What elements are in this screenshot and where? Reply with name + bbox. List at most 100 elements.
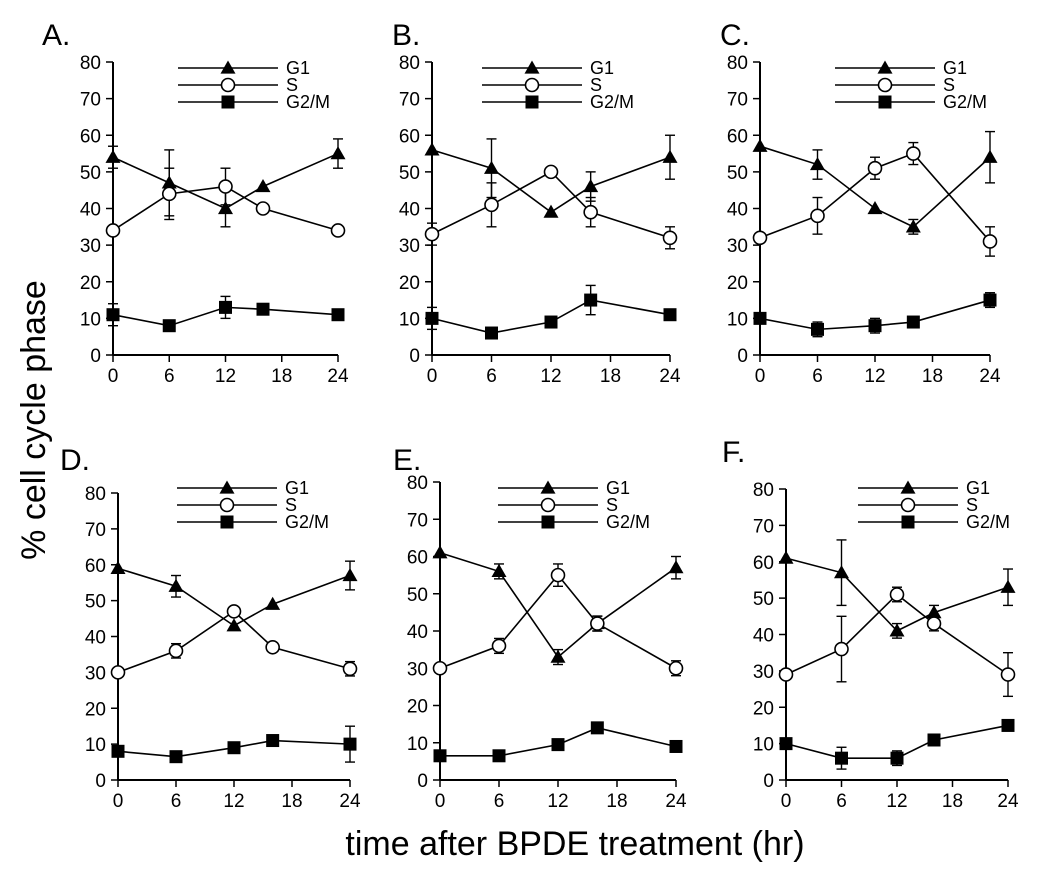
data-point-g2m [425, 311, 439, 325]
legend-marker-g2m [221, 95, 235, 109]
legend-label: S [285, 495, 297, 515]
data-point-g2m [811, 322, 824, 336]
x-tick-label: 0 [435, 791, 446, 812]
data-point-s [105, 223, 121, 238]
x-tick-label: 12 [540, 366, 561, 387]
data-point-s [432, 660, 448, 676]
data-point-g1 [834, 565, 849, 579]
data-point-g1 [342, 568, 358, 582]
data-point-g1 [110, 560, 126, 574]
legend-marker-g2m [878, 95, 892, 109]
y-tick-label: 30 [407, 659, 428, 680]
y-tick-label: 50 [753, 589, 774, 610]
legend-label: G1 [590, 58, 614, 78]
x-tick-label: 0 [755, 366, 766, 387]
data-point-g1 [330, 146, 346, 160]
y-tick-label: 60 [727, 126, 748, 147]
panel-letter: B. [392, 19, 420, 52]
y-tick-label: 40 [85, 628, 106, 649]
data-point-s [662, 230, 678, 246]
panel-letter: A. [42, 19, 70, 52]
data-point-g2m [669, 739, 683, 753]
data-point-g2m [927, 733, 941, 747]
data-point-g2m [162, 319, 176, 333]
data-point-g2m [219, 300, 232, 314]
y-tick-label: 0 [95, 771, 106, 792]
data-point-g2m [485, 326, 498, 340]
legend-label: S [966, 495, 978, 515]
data-point-s [226, 604, 242, 619]
y-tick-label: 60 [753, 553, 774, 574]
panel-letter: E. [393, 444, 421, 477]
x-tick-label: 18 [271, 366, 292, 387]
data-point-g2m [551, 738, 565, 752]
y-tick-label: 20 [85, 699, 106, 720]
x-tick-label: 12 [223, 791, 244, 812]
data-point-g2m [590, 721, 604, 735]
y-tick-label: 60 [85, 556, 106, 577]
y-tick-label: 20 [399, 273, 420, 294]
data-point-g2m [906, 315, 920, 329]
data-point-g2m [256, 302, 270, 316]
y-tick-label: 10 [80, 309, 101, 330]
data-point-g1 [226, 618, 242, 632]
data-point-s [810, 208, 825, 224]
y-tick-label: 60 [80, 126, 101, 147]
y-tick-label: 0 [409, 346, 420, 367]
data-point-s [110, 665, 126, 680]
y-tick-label: 50 [727, 163, 748, 184]
y-tick-label: 70 [80, 90, 101, 111]
y-tick-label: 70 [407, 510, 428, 531]
y-tick-label: 10 [407, 734, 428, 755]
legend-label: G2/M [285, 512, 329, 532]
y-tick-label: 20 [727, 273, 748, 294]
y-tick-label: 10 [753, 735, 774, 756]
y-tick-label: 80 [753, 480, 774, 501]
data-point-g2m [1001, 718, 1015, 732]
legend-marker-s [219, 497, 235, 513]
panel-letter: F. [722, 436, 745, 469]
y-tick-label: 80 [399, 53, 420, 74]
y-tick-label: 30 [753, 662, 774, 683]
y-tick-label: 0 [763, 771, 774, 792]
data-point-s [889, 587, 905, 602]
x-tick-label: 18 [922, 366, 943, 387]
y-tick-label: 30 [399, 236, 420, 257]
data-point-g2m [584, 293, 598, 307]
x-tick-label: 24 [979, 366, 1001, 387]
y-tick-label: 80 [85, 484, 106, 505]
y-tick-label: 10 [727, 309, 748, 330]
x-tick-label: 6 [812, 366, 823, 387]
y-tick-label: 30 [85, 663, 106, 684]
y-tick-label: 30 [727, 236, 748, 257]
y-tick-label: 40 [399, 200, 420, 221]
data-point-g1 [1000, 579, 1016, 593]
x-tick-label: 6 [494, 791, 505, 812]
legend-marker-g1 [524, 60, 540, 74]
data-point-g1 [662, 149, 678, 163]
data-point-g2m [331, 308, 345, 322]
x-tick-label: 18 [606, 791, 627, 812]
legend-label: G1 [943, 58, 967, 78]
x-tick-label: 12 [547, 791, 568, 812]
x-tick-label: 24 [659, 366, 681, 387]
data-point-s [590, 616, 605, 631]
y-tick-label: 20 [753, 698, 774, 719]
x-tick-label: 24 [339, 791, 361, 812]
x-tick-label: 24 [665, 791, 687, 812]
data-point-g2m [343, 737, 357, 751]
data-point-s [491, 638, 507, 654]
x-tick-label: 0 [781, 791, 792, 812]
data-point-s [834, 641, 849, 657]
panel-letter: C. [720, 19, 750, 52]
legend-marker-s [877, 77, 893, 93]
data-point-s [1000, 667, 1016, 682]
x-tick-label: 12 [864, 366, 885, 387]
data-point-s [218, 179, 233, 194]
data-point-s [668, 660, 684, 676]
legend-marker-g1 [900, 480, 916, 494]
